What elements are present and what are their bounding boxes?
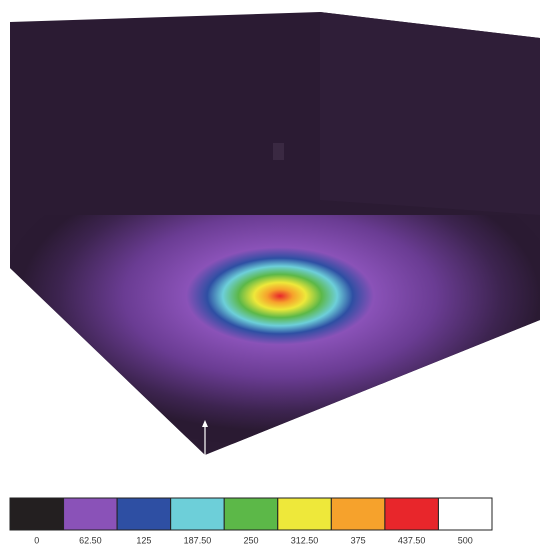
legend-swatch bbox=[384, 497, 439, 531]
legend-swatch bbox=[437, 497, 493, 531]
legend-swatch bbox=[277, 497, 332, 531]
legend-swatch bbox=[330, 497, 386, 531]
legend: 0 62.50 125 187.50 250 312.50 375 437.50 500 bbox=[9, 497, 493, 545]
legend-label: 125 bbox=[136, 535, 151, 545]
legend-swatch bbox=[170, 497, 225, 531]
legend-swatch bbox=[63, 497, 118, 531]
back-wall bbox=[320, 12, 540, 215]
legend-swatch bbox=[223, 497, 279, 531]
legend-label: 375 bbox=[351, 535, 366, 545]
legend-label: 0 bbox=[34, 535, 39, 545]
legend-swatch bbox=[9, 497, 65, 531]
legend-swatch bbox=[116, 497, 172, 531]
legend-label: 187.50 bbox=[184, 535, 212, 545]
axis-arrow-head bbox=[202, 420, 208, 427]
legend-label: 500 bbox=[458, 535, 473, 545]
room bbox=[10, 12, 540, 455]
window bbox=[273, 143, 284, 160]
legend-label: 312.50 bbox=[291, 535, 319, 545]
legend-label: 62.50 bbox=[79, 535, 102, 545]
legend-label: 250 bbox=[243, 535, 258, 545]
legend-label: 437.50 bbox=[398, 535, 426, 545]
